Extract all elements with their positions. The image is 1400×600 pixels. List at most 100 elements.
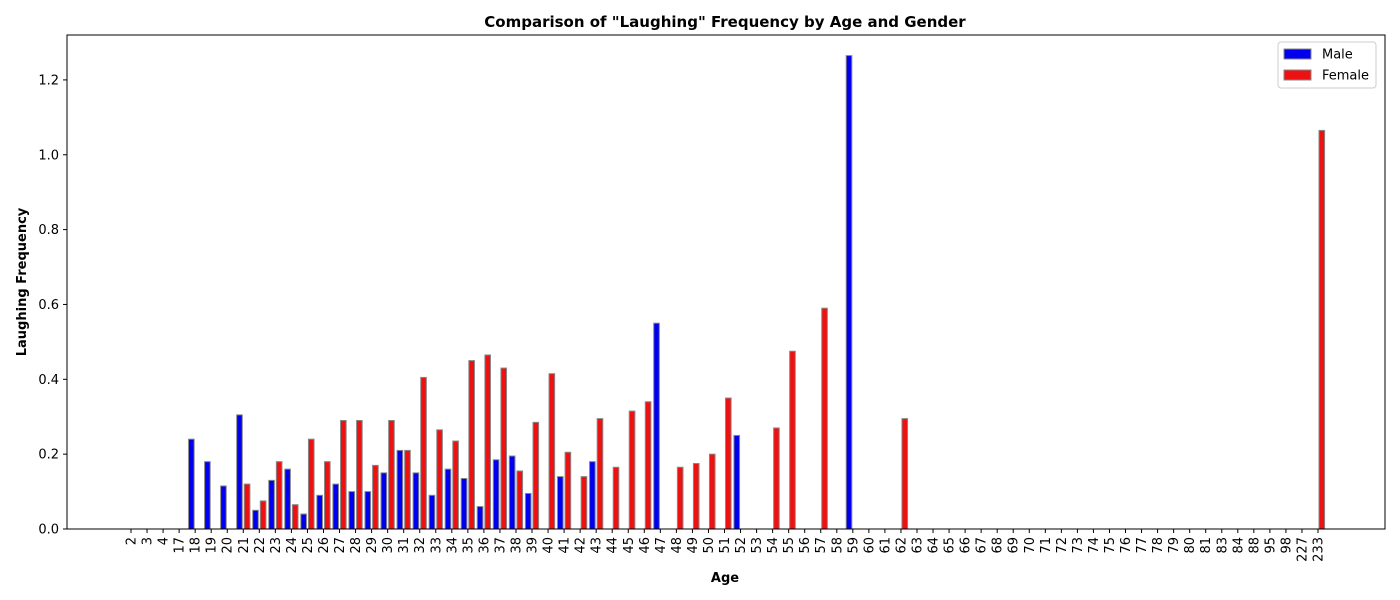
x-tick-label: 76: [1119, 537, 1134, 554]
x-tick-label: 78: [1151, 537, 1166, 554]
bar-female-49: [692, 463, 700, 530]
bar-female-44: [612, 466, 620, 530]
x-tick-label: 31: [397, 537, 412, 554]
x-tick-label: 3: [141, 537, 156, 545]
x-tick-label: 84: [1231, 537, 1246, 554]
x-tick-label: 70: [1023, 537, 1038, 554]
bar-female-41: [564, 451, 572, 530]
x-tick-label: 42: [574, 537, 589, 554]
x-tick-label: 52: [734, 537, 749, 554]
x-tick-label: 60: [862, 537, 877, 554]
bar-female-233: [1318, 129, 1326, 530]
x-tick-label: 69: [1007, 537, 1022, 554]
bar-female-21: [243, 483, 251, 530]
bar-male-21: [236, 414, 243, 530]
bar-male-33: [428, 494, 436, 530]
bar-female-30: [388, 419, 395, 530]
y-axis: 0.0 0.2 0.4 0.6 0.8 1.0 1.2: [38, 73, 67, 538]
bar-female-26: [323, 461, 331, 530]
x-tick-label: 73: [1071, 537, 1086, 554]
legend: Male Female: [1277, 41, 1377, 89]
bar-male-47: [653, 322, 660, 530]
bar-female-40: [548, 373, 556, 530]
x-tick-label: 88: [1247, 537, 1262, 554]
x-axis: 2 3 4 17 18 19 20 21 22 23 24 25 26 27 28 29 30 31 32 33 34 3…: [125, 529, 1327, 562]
bar-female-37: [500, 367, 508, 530]
y-tick-label: 0.6: [38, 298, 59, 313]
bar-male-36: [476, 506, 484, 530]
x-tick-label: 56: [798, 537, 813, 554]
x-tick-label: 80: [1183, 537, 1198, 554]
x-tick-label: 64: [927, 537, 942, 554]
bar-female-33: [436, 429, 443, 530]
x-tick-label: 51: [718, 537, 733, 554]
x-tick-label: 74: [1087, 537, 1102, 554]
chart-title: Comparison of "Laughing" Frequency by Ag…: [484, 13, 966, 31]
bar-male-52: [733, 434, 741, 530]
x-tick-label: 29: [365, 537, 380, 554]
bar-female-54: [773, 427, 780, 530]
bar-male-26: [316, 494, 323, 530]
x-tick-label: 65: [943, 537, 958, 554]
x-tick-label: 77: [1135, 537, 1150, 554]
x-tick-label: 30: [381, 537, 396, 554]
x-tick-label: 32: [413, 537, 428, 554]
bar-female-42: [580, 476, 588, 530]
bar-male-41: [556, 476, 564, 530]
x-tick-label: 39: [526, 537, 541, 554]
legend-label-female: Female: [1322, 69, 1369, 84]
bar-female-46: [644, 401, 652, 530]
bar-male-30: [380, 472, 388, 530]
x-tick-label: 95: [1263, 537, 1278, 554]
bar-male-38: [508, 455, 516, 530]
legend-label-male: Male: [1322, 48, 1353, 63]
bar-male-22: [252, 509, 259, 530]
legend-swatch-female: [1283, 69, 1312, 81]
y-tick-label: 0.0: [38, 523, 59, 538]
plot-area: [188, 55, 1326, 530]
x-tick-label: 53: [750, 537, 765, 554]
bar-male-59: [845, 55, 853, 530]
y-tick-label: 0.4: [38, 373, 59, 388]
x-tick-label: 44: [606, 537, 621, 554]
x-tick-label: 21: [237, 537, 252, 554]
x-tick-label: 62: [894, 537, 909, 554]
bar-male-23: [268, 479, 275, 530]
x-tick-label: 22: [253, 537, 268, 554]
y-tick-label: 0.2: [38, 448, 59, 463]
x-tick-label: 43: [590, 537, 605, 554]
bar-female-45: [628, 410, 636, 530]
x-tick-label: 63: [910, 537, 925, 554]
bar-female-50: [708, 453, 716, 530]
bar-female-48: [676, 466, 684, 530]
x-tick-label: 20: [221, 537, 236, 554]
x-tick-label: 26: [317, 537, 332, 554]
x-tick-label: 41: [558, 537, 573, 554]
bar-female-55: [789, 350, 796, 530]
bar-male-35: [460, 477, 468, 530]
x-tick-label: 23: [269, 537, 284, 554]
x-tick-label: 45: [622, 537, 637, 554]
x-tick-label: 50: [702, 537, 717, 554]
bar-female-43: [596, 418, 604, 530]
bar-female-57: [821, 307, 828, 530]
x-tick-label: 58: [830, 537, 845, 554]
x-tick-label: 24: [285, 537, 300, 554]
x-tick-label: 72: [1055, 537, 1070, 554]
bar-male-39: [524, 492, 532, 530]
x-tick-label: 34: [445, 537, 460, 554]
bar-female-23: [275, 461, 283, 530]
bar-female-39: [532, 421, 540, 530]
x-tick-label: 25: [301, 537, 316, 554]
x-tick-label: 28: [349, 537, 364, 554]
x-tick-label: 68: [991, 537, 1006, 554]
x-tick-label: 233: [1312, 537, 1327, 562]
bar-female-25: [307, 438, 315, 530]
bar-male-29: [364, 491, 372, 530]
bar-male-20: [220, 485, 227, 530]
bar-male-19: [204, 461, 211, 530]
x-tick-label: 98: [1279, 537, 1294, 554]
bar-female-29: [372, 464, 379, 530]
y-tick-label: 1.0: [38, 148, 59, 163]
